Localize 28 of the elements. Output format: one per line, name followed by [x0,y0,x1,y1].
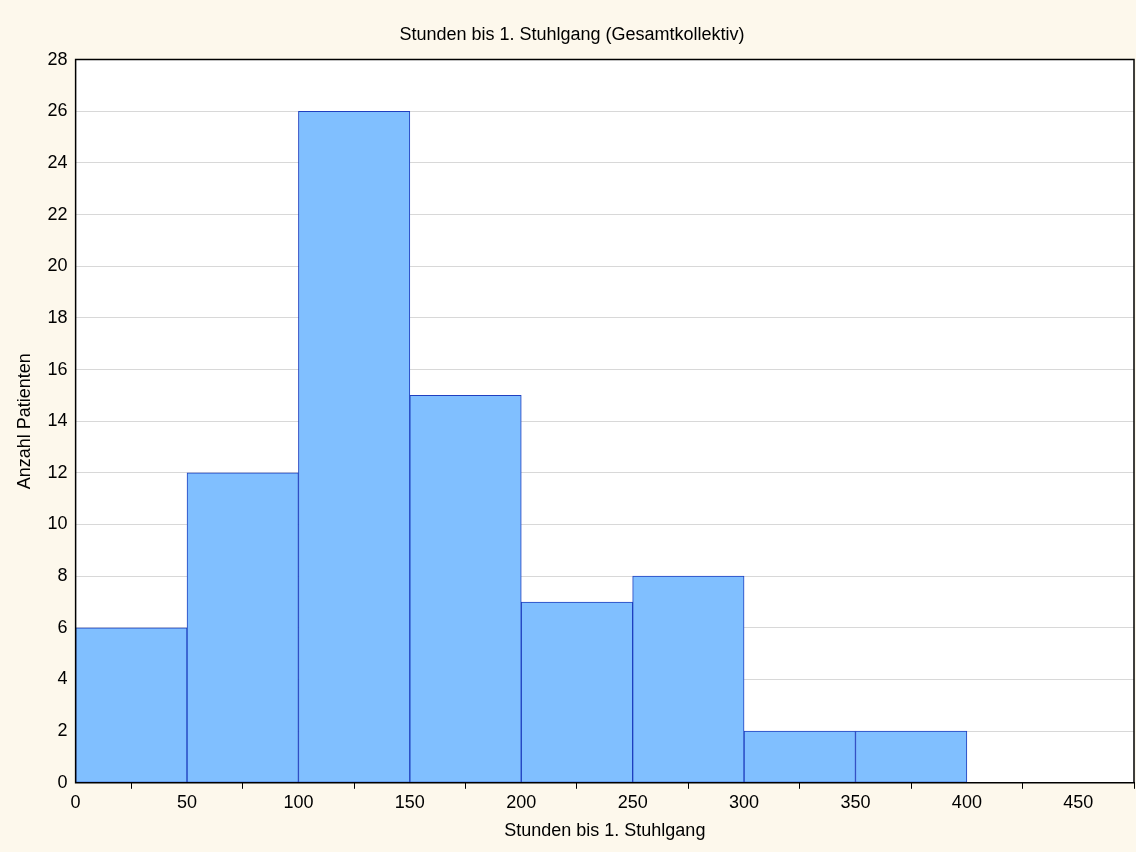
y-tick-label: 18 [47,306,68,327]
x-tick-label: 0 [70,791,81,812]
x-tick-label: 50 [177,791,198,812]
y-tick-label: 8 [57,565,68,586]
y-tick-label: 0 [57,771,68,792]
x-tick-label: 350 [840,791,871,812]
y-tick-label: 22 [47,203,68,224]
x-tick-label: 400 [951,791,982,812]
x-axis-title: Stunden bis 1. Stuhlgang [504,820,706,841]
y-tick-label: 2 [57,720,68,741]
y-tick-label: 6 [57,616,68,637]
x-tick-label: 450 [1063,791,1094,812]
y-tick-label: 14 [47,410,68,431]
x-tick-label: 250 [617,791,648,812]
y-tick-label: 4 [57,668,68,689]
y-tick-label: 10 [47,513,68,534]
y-tick-label: 12 [47,461,68,482]
y-tick-label: 26 [47,100,68,121]
y-tick-label: 16 [47,358,68,379]
x-tick-label: 100 [283,791,314,812]
x-tick-label: 150 [394,791,425,812]
y-tick-label: 24 [47,151,68,172]
y-tick-label: 20 [47,255,68,276]
y-axis-title: Anzahl Patienten [13,353,34,490]
y-tick-label: 28 [47,48,68,69]
x-tick-label: 300 [729,791,760,812]
chart-title: Stunden bis 1. Stuhlgang (Gesamtkollektiv) [399,23,745,44]
x-tick-label: 200 [506,791,537,812]
